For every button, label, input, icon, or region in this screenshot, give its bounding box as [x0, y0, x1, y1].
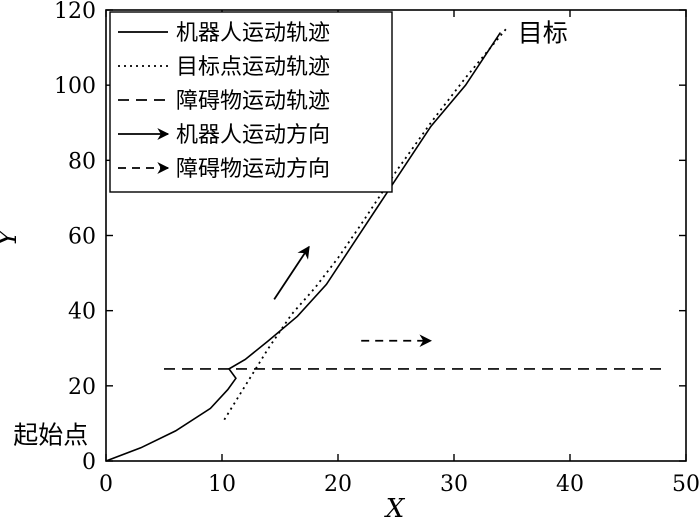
y-axis-title: Y	[0, 227, 23, 247]
x-tick-label: 20	[324, 472, 352, 497]
legend-label-4: 机器人运动方向	[176, 123, 330, 148]
axis-titles: X Y	[0, 227, 406, 521]
direction-arrows	[273, 245, 433, 348]
annotation-2: 起始点	[13, 421, 88, 450]
x-tick-label: 50	[672, 472, 700, 497]
legend-label-2: 目标点运动轨迹	[176, 55, 330, 80]
legend-box	[109, 11, 393, 193]
y-tick-label: 60	[68, 225, 96, 250]
annotation-1: 目标	[518, 19, 568, 48]
legend-label-3: 障碍物运动轨迹	[176, 89, 330, 114]
axes: 0 10 20 30 40 50 0 20 40 60 80 100 120	[54, 0, 700, 497]
y-tick-label: 120	[54, 0, 96, 24]
y-tick-label: 40	[68, 300, 96, 325]
series-line-1	[105, 32, 502, 462]
x-tick-label: 30	[440, 472, 468, 497]
x-tick-label: 10	[208, 472, 236, 497]
y-tick-label: 80	[68, 149, 96, 174]
y-tick-label: 0	[82, 450, 96, 475]
legend-label-1: 机器人运动轨迹	[176, 21, 330, 46]
legend-label-5: 障碍物运动方向	[176, 157, 330, 182]
x-axis-title: X	[384, 494, 406, 521]
series-line-2	[223, 28, 507, 421]
y-tick-label: 100	[54, 74, 96, 99]
series-group	[105, 28, 663, 462]
x-tick-label: 40	[556, 472, 584, 497]
direction-arrow-1	[273, 245, 310, 300]
x-tick-label: 0	[99, 472, 113, 497]
y-tick-label: 20	[68, 375, 96, 400]
